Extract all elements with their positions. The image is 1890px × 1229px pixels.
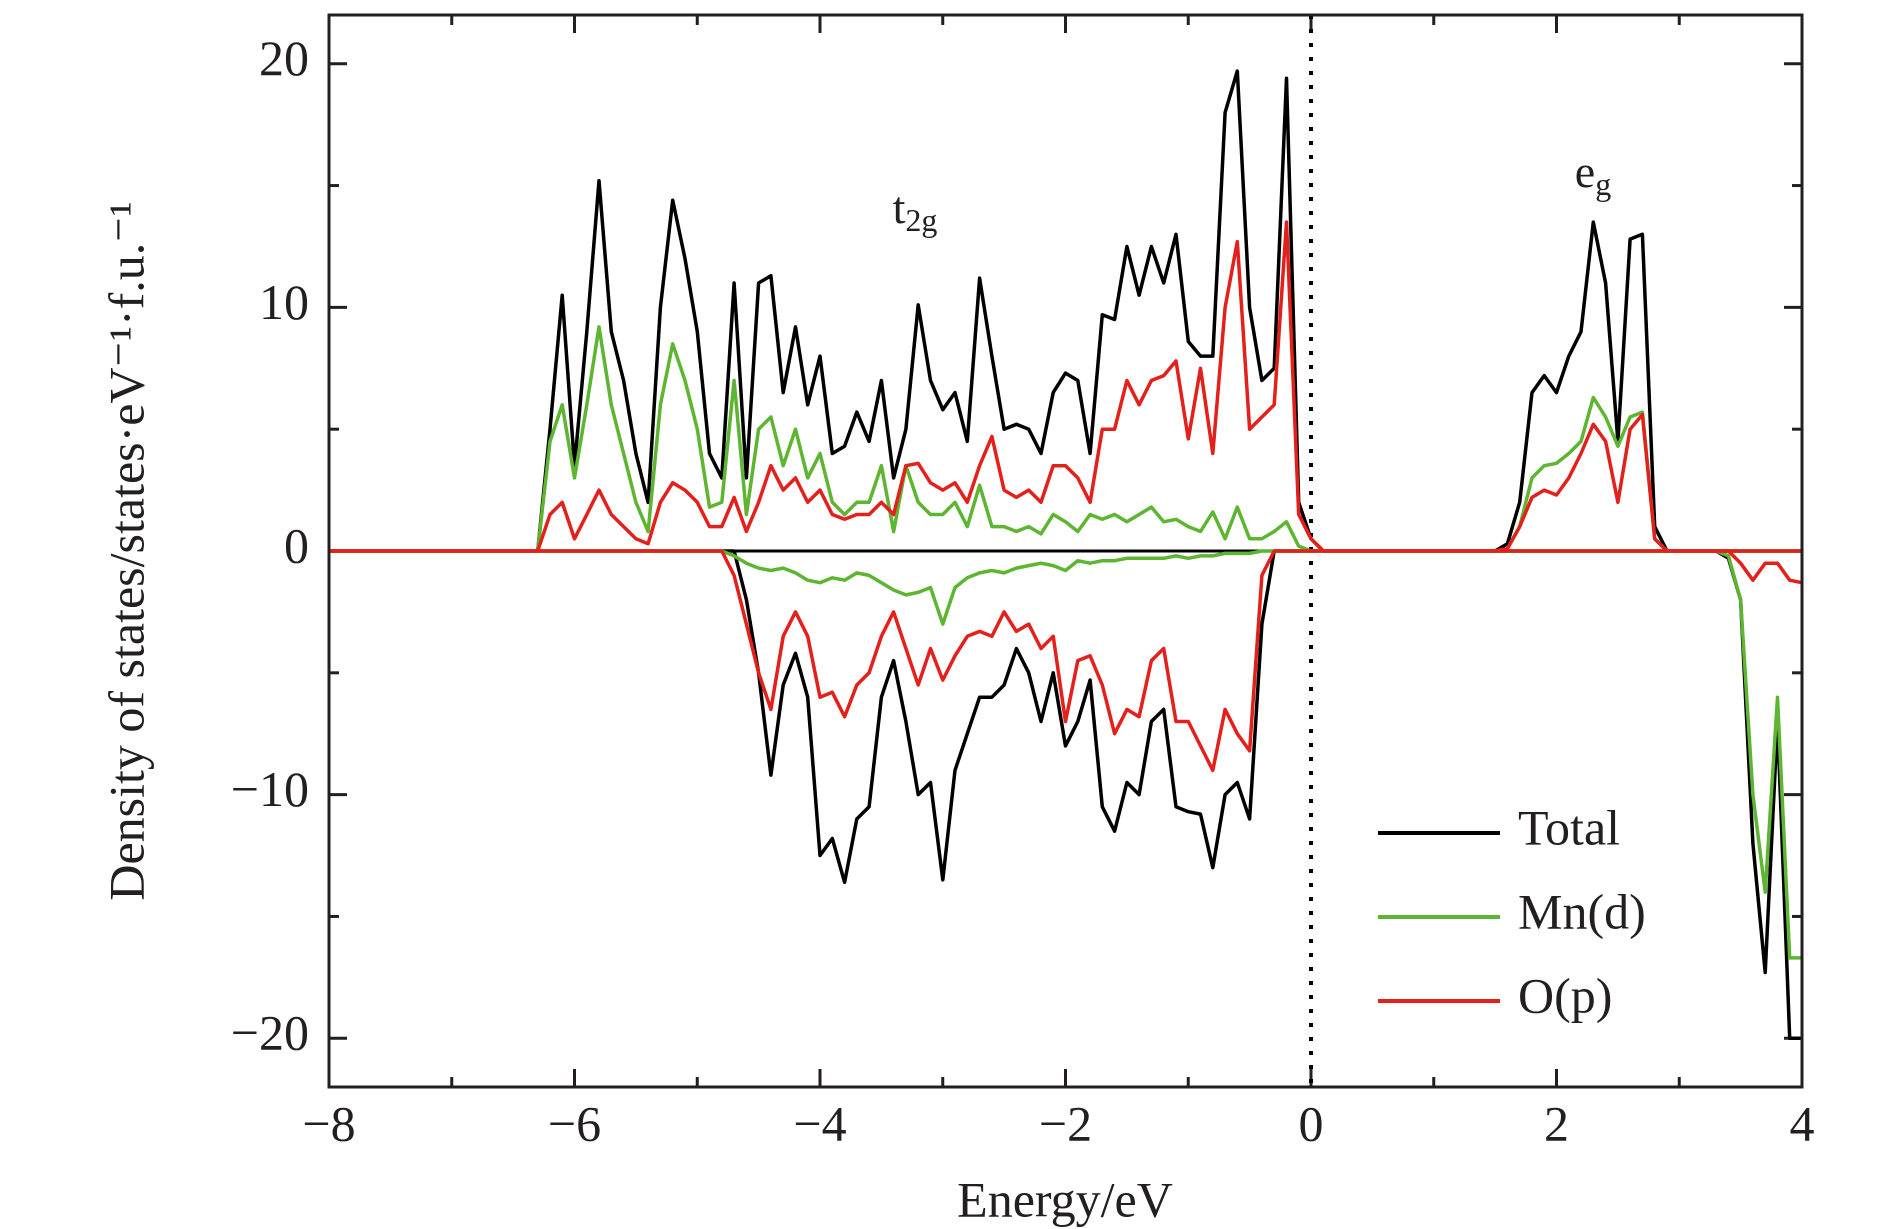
series-line-down: [329, 549, 1802, 1041]
x-tick-label: −2: [1039, 1095, 1092, 1151]
annotation-subscript: g: [1595, 166, 1611, 202]
annotation: t2g: [893, 182, 938, 239]
x-tick-label: −6: [548, 1095, 601, 1151]
series-line-up: [329, 220, 1802, 553]
y-tick-label: 0: [284, 517, 309, 573]
annotation: eg: [1575, 146, 1611, 203]
x-tick-label: −8: [302, 1095, 355, 1151]
y-tick-label: −20: [231, 1005, 309, 1061]
annotation-subscript: 2g: [905, 202, 937, 238]
y-tick-label: −10: [231, 761, 309, 817]
x-axis-title: Energy/eV: [957, 1171, 1173, 1227]
y-tick-label: 10: [259, 274, 309, 330]
legend-label: Total: [1518, 799, 1620, 855]
annotation-text: t: [893, 182, 906, 233]
y-axis-title: Density of states/states·eV⁻¹·f.u.⁻¹: [98, 201, 154, 900]
series-line-up: [329, 69, 1802, 553]
x-tick-label: −4: [793, 1095, 846, 1151]
x-tick-label: 2: [1544, 1095, 1569, 1151]
y-tick-label: 20: [259, 30, 309, 86]
annotation-text: e: [1575, 146, 1595, 197]
series-line-down: [329, 549, 1803, 773]
legend-label: Mn(d): [1518, 883, 1646, 939]
x-tick-label: 4: [1790, 1095, 1815, 1151]
legend-label: O(p): [1518, 967, 1612, 1023]
x-tick-label: 0: [1299, 1095, 1324, 1151]
series-line-up: [329, 325, 1802, 553]
plot-frame: [327, 13, 1804, 1089]
